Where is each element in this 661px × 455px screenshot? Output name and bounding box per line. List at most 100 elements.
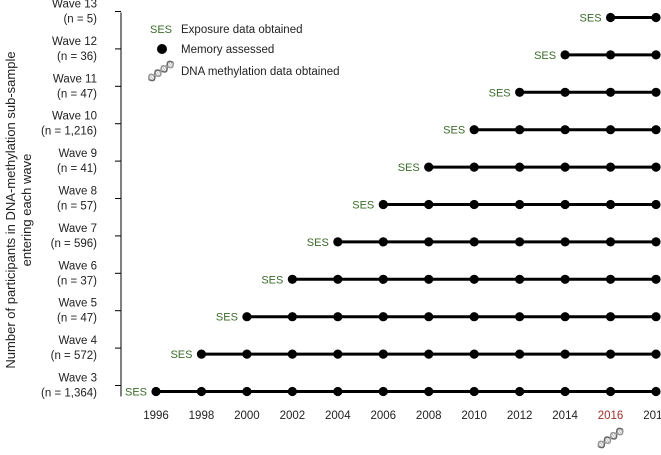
memory-dot [651, 349, 661, 359]
memory-dot [469, 237, 479, 247]
wave-label: Wave 4 (n = 572) [51, 335, 98, 362]
memory-dot [333, 386, 343, 397]
year-tick-label: 1998 [189, 410, 215, 422]
wave-label: Wave 6 (n = 37) [57, 260, 97, 287]
year-tick-label: 2002 [280, 410, 306, 422]
memory-dot [469, 386, 479, 397]
wave-n: (n = 36) [57, 51, 97, 63]
wave-name: Wave 8 [58, 186, 97, 198]
ses-label: SES [580, 13, 602, 25]
memory-dot [605, 87, 616, 97]
memory-dot [560, 125, 570, 135]
wave-row: SES [398, 162, 661, 174]
memory-dot [424, 162, 434, 172]
wave-name: Wave 5 [58, 298, 97, 310]
year-tick-label: 1996 [143, 410, 169, 422]
memory-dot [560, 50, 570, 60]
wave-label: Wave 7 (n = 596) [51, 223, 98, 250]
legend-memory-dot [157, 44, 167, 54]
memory-dot [560, 87, 570, 97]
memory-dot [515, 87, 525, 97]
memory-dot [651, 125, 661, 135]
memory-dot [424, 386, 434, 397]
legend: SES Exposure data obtained Memory assess… [147, 24, 340, 82]
memory-dot [333, 312, 343, 322]
memory-dot [605, 199, 616, 210]
wave-row: SES [443, 125, 661, 137]
memory-dot [515, 199, 525, 210]
memory-dot [424, 199, 434, 210]
wave-name: Wave 12 [52, 36, 97, 48]
wave-rows: SES SES SES SES SES SES SES SES SES SES SES [125, 13, 661, 399]
wave-n: (n = 37) [57, 275, 97, 287]
y-axis-label-line2: entering each wave [19, 154, 34, 267]
memory-dot [651, 312, 661, 322]
ses-label: SES [489, 87, 511, 99]
memory-dot [287, 349, 297, 359]
memory-dot [651, 12, 661, 23]
year-tick-label: 2012 [507, 410, 533, 422]
wave-bracket [115, 11, 122, 397]
memory-dot [424, 237, 434, 247]
wave-name: Wave 4 [58, 335, 97, 347]
wave-name: Wave 3 [58, 373, 97, 385]
dna-helix-icon [597, 427, 624, 449]
memory-dot [287, 386, 297, 397]
year-tick-label: 2008 [416, 410, 442, 422]
year-tick-label: 2018 [643, 410, 661, 422]
wave-name: Wave 11 [53, 73, 97, 85]
memory-dot [287, 312, 297, 322]
memory-dot [196, 386, 207, 397]
wave-label: Wave 9 (n = 41) [57, 148, 97, 175]
memory-dot [378, 386, 388, 397]
memory-dot [424, 274, 434, 284]
ses-label: SES [534, 50, 556, 62]
wave-labels: Wave 13 (n = 5) Wave 12 (n = 36) Wave 11 (n =… [41, 0, 98, 400]
year-tick-label: 2000 [234, 410, 260, 422]
year-tick-label: 2016 [598, 410, 624, 422]
memory-dot [651, 386, 661, 397]
memory-dot [560, 386, 570, 397]
memory-dot [333, 349, 343, 359]
memory-dot [651, 50, 661, 60]
memory-dot [424, 312, 434, 322]
memory-dot [651, 274, 661, 284]
wave-name: Wave 9 [58, 148, 97, 160]
wave-n: (n = 1,364) [41, 388, 97, 400]
ses-label: SES [443, 125, 465, 137]
wave-name: Wave 13 [52, 0, 97, 11]
wave-name: Wave 7 [58, 223, 97, 235]
wave-label: Wave 5 (n = 47) [57, 298, 97, 325]
memory-dot [151, 386, 161, 397]
memory-dot [515, 274, 525, 284]
year-axis: 1996 1998 2000 2002 2004 2006 2008 2010 2012 2014… [143, 410, 661, 422]
memory-dot [515, 349, 525, 359]
memory-dot [605, 274, 616, 284]
year-tick-label: 2014 [552, 410, 578, 422]
ses-label: SES [352, 200, 374, 212]
legend-ses-symbol: SES [150, 24, 172, 36]
memory-dot [515, 125, 525, 135]
memory-dot [605, 12, 616, 23]
wave-row: SES [307, 237, 661, 249]
memory-dot [287, 274, 297, 284]
memory-dot [605, 312, 616, 322]
memory-dot [469, 199, 479, 210]
memory-dot [605, 162, 616, 172]
wave-n: (n = 572) [51, 350, 98, 362]
wave-n: (n = 57) [57, 201, 97, 213]
wave-row: SES [352, 199, 661, 212]
wave-n: (n = 41) [57, 163, 97, 175]
wave-n: (n = 5) [63, 14, 97, 26]
wave-n: (n = 47) [57, 88, 97, 100]
wave-label: Wave 11 (n = 47) [53, 73, 97, 100]
memory-dot [469, 349, 479, 359]
memory-dot [469, 162, 479, 172]
memory-dot [515, 312, 525, 322]
wave-row: SES [170, 349, 661, 361]
ses-label: SES [261, 274, 283, 286]
memory-dot [333, 237, 343, 247]
memory-dot [651, 162, 661, 172]
memory-dot [242, 349, 252, 359]
wave-name: Wave 10 [52, 111, 97, 123]
